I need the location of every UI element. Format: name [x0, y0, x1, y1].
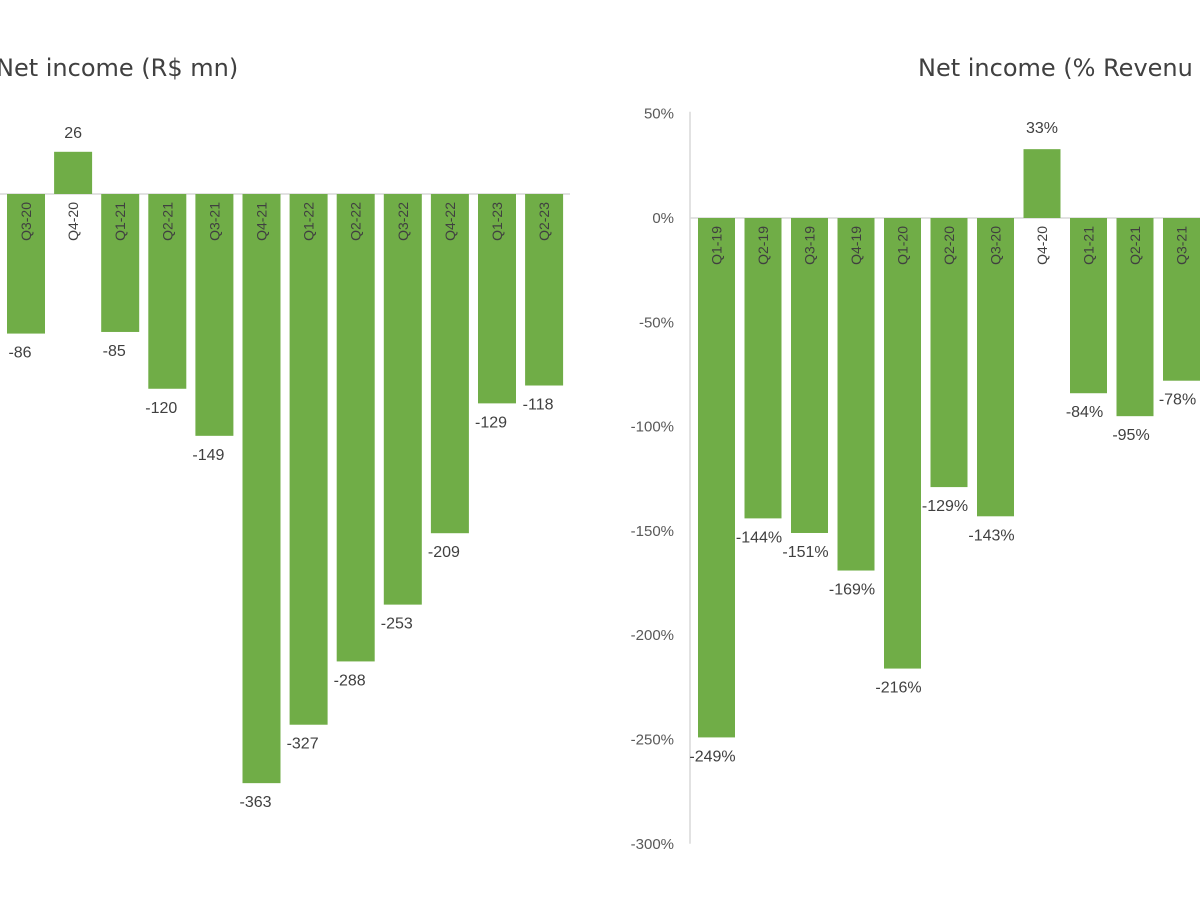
data-label: -149	[192, 447, 224, 464]
data-label: -253	[381, 616, 413, 633]
y-tick-label: 50%	[644, 106, 674, 123]
category-label: Q1-20	[895, 226, 911, 265]
bar	[478, 194, 516, 404]
bar	[1116, 218, 1154, 417]
bar	[289, 194, 328, 725]
category-label: Q2-19	[755, 226, 771, 265]
bar	[7, 194, 45, 334]
bar	[791, 218, 828, 533]
y-tick-label: -100%	[631, 419, 674, 436]
plot-area: 50% 0% -50% -100% -150% -200% -250% -300% -249% Q…	[631, 106, 1200, 853]
category-label: Q2-21	[1127, 226, 1143, 265]
data-label: -151%	[782, 544, 828, 561]
y-tick-label: -200%	[631, 627, 674, 644]
data-label: -85	[103, 343, 126, 360]
y-tick-label: -300%	[631, 836, 674, 853]
data-label: -143%	[968, 527, 1014, 544]
chart-net-income-brl: Net income (R$ mn) -86 Q3-20 26 Q4-20 -85 Q1-…	[0, 54, 570, 811]
data-label: -288	[334, 672, 366, 689]
bar	[525, 194, 564, 386]
data-label: -144%	[736, 529, 782, 546]
category-label: Q2-23	[536, 202, 552, 241]
category-label: Q1-22	[301, 202, 317, 241]
data-label: -129	[475, 414, 507, 431]
data-label: -363	[239, 794, 271, 811]
category-label: Q3-20	[18, 202, 34, 241]
bar	[1023, 149, 1061, 218]
bar	[383, 194, 422, 605]
bar	[837, 218, 875, 571]
y-tick-label: -150%	[631, 523, 674, 540]
plot-area: -86 Q3-20 26 Q4-20 -85 Q1-21 -120 Q2-21 -149 Q3-2…	[0, 125, 570, 811]
bar	[54, 151, 93, 194]
category-label: Q3-21	[206, 202, 222, 241]
data-label: -118	[523, 397, 554, 414]
data-label: 26	[64, 125, 82, 142]
bar	[698, 218, 735, 738]
category-label: Q1-21	[1081, 226, 1097, 265]
chart-net-income-pct-revenue: Net income (% Revenu 50% 0% -50% -100% -150%…	[631, 54, 1200, 853]
bar	[884, 218, 921, 669]
bar	[101, 194, 140, 332]
bar	[1070, 218, 1107, 394]
category-label: Q1-19	[709, 226, 725, 265]
bar	[977, 218, 1014, 517]
category-label: Q3-21	[1174, 226, 1190, 265]
category-label: Q1-23	[489, 202, 505, 241]
data-label: -169%	[829, 582, 875, 599]
data-label: -327	[287, 736, 319, 753]
data-label: -249%	[689, 748, 735, 765]
chart-title: Net income (% Revenu	[918, 54, 1193, 82]
data-label: -78%	[1159, 392, 1196, 409]
bar	[195, 194, 234, 436]
category-label: Q2-22	[348, 202, 364, 241]
category-label: Q4-20	[1034, 226, 1050, 265]
bar	[148, 194, 187, 389]
category-label: Q2-20	[941, 226, 957, 265]
bar	[744, 218, 782, 519]
category-label: Q4-21	[254, 202, 270, 241]
data-label: -209	[428, 544, 460, 561]
bar	[1163, 218, 1200, 381]
category-label: Q3-22	[395, 202, 411, 241]
y-tick-label: -50%	[639, 314, 674, 331]
category-label: Q3-20	[988, 226, 1004, 265]
category-label: Q3-19	[802, 226, 818, 265]
chart-title: Net income (R$ mn)	[0, 54, 238, 82]
data-label: -86	[8, 345, 31, 362]
data-label: 33%	[1026, 120, 1058, 137]
data-label: -129%	[922, 498, 968, 515]
bar	[336, 194, 375, 662]
data-label: -95%	[1112, 427, 1149, 444]
category-label: Q1-21	[112, 202, 128, 241]
data-label: -84%	[1066, 404, 1103, 421]
category-label: Q4-22	[442, 202, 458, 241]
bar	[430, 194, 469, 534]
category-label: Q4-19	[848, 226, 864, 265]
y-tick-label: 0%	[652, 210, 674, 227]
category-label: Q2-21	[159, 202, 175, 241]
data-label: -216%	[875, 680, 921, 697]
bar	[930, 218, 968, 488]
y-tick-label: -250%	[631, 732, 674, 749]
data-label: -120	[145, 400, 177, 417]
category-label: Q4-20	[65, 202, 81, 241]
bar	[242, 194, 281, 784]
